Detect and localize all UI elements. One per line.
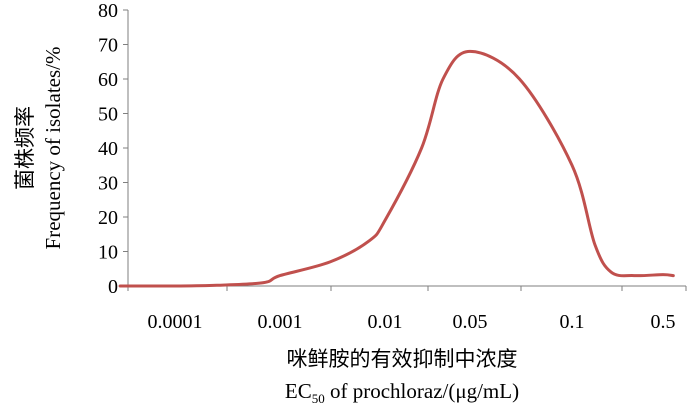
y-tick-label: 20 xyxy=(98,207,118,229)
x-tick-label: 0.0001 xyxy=(148,311,203,333)
x-axis-label-chinese: 咪鲜胺的有效抑制中浓度 xyxy=(287,347,518,371)
y-tick-label: 50 xyxy=(98,104,118,126)
y-ticks: 0 10 20 30 40 50 60 70 80 xyxy=(98,0,128,298)
x-label-ec: EC xyxy=(285,379,312,403)
frequency-curve xyxy=(118,49,675,288)
x-tick-label: 0.5 xyxy=(651,311,676,333)
y-axis-label-english: Frequency of isolates/% xyxy=(41,47,65,250)
y-tick-label: 30 xyxy=(98,173,118,195)
y-axis-label-chinese: 菌株频率 xyxy=(13,106,37,190)
x-label-ec-subscript: 50 xyxy=(312,391,325,406)
x-label-prochloraz: of prochloraz/(μg/mL) xyxy=(325,379,519,403)
y-tick-label: 40 xyxy=(98,138,118,160)
y-tick-label: 70 xyxy=(98,35,118,57)
y-tick-label: 80 xyxy=(98,0,118,22)
x-tick-label: 0.001 xyxy=(258,311,303,333)
x-tick-label: 0.05 xyxy=(453,311,488,333)
x-ticks: 0.0001 0.001 0.01 0.05 0.1 0.5 xyxy=(127,286,687,333)
series-layer xyxy=(118,49,675,288)
axes xyxy=(127,10,686,287)
y-tick-label: 0 xyxy=(108,276,118,298)
y-tick-label: 60 xyxy=(98,69,118,91)
x-tick-label: 0.01 xyxy=(368,311,403,333)
y-tick-label: 10 xyxy=(98,242,118,264)
x-axis-label-english: EC50 of prochloraz/(μg/mL) xyxy=(285,379,519,406)
x-tick-label: 0.1 xyxy=(560,311,585,333)
